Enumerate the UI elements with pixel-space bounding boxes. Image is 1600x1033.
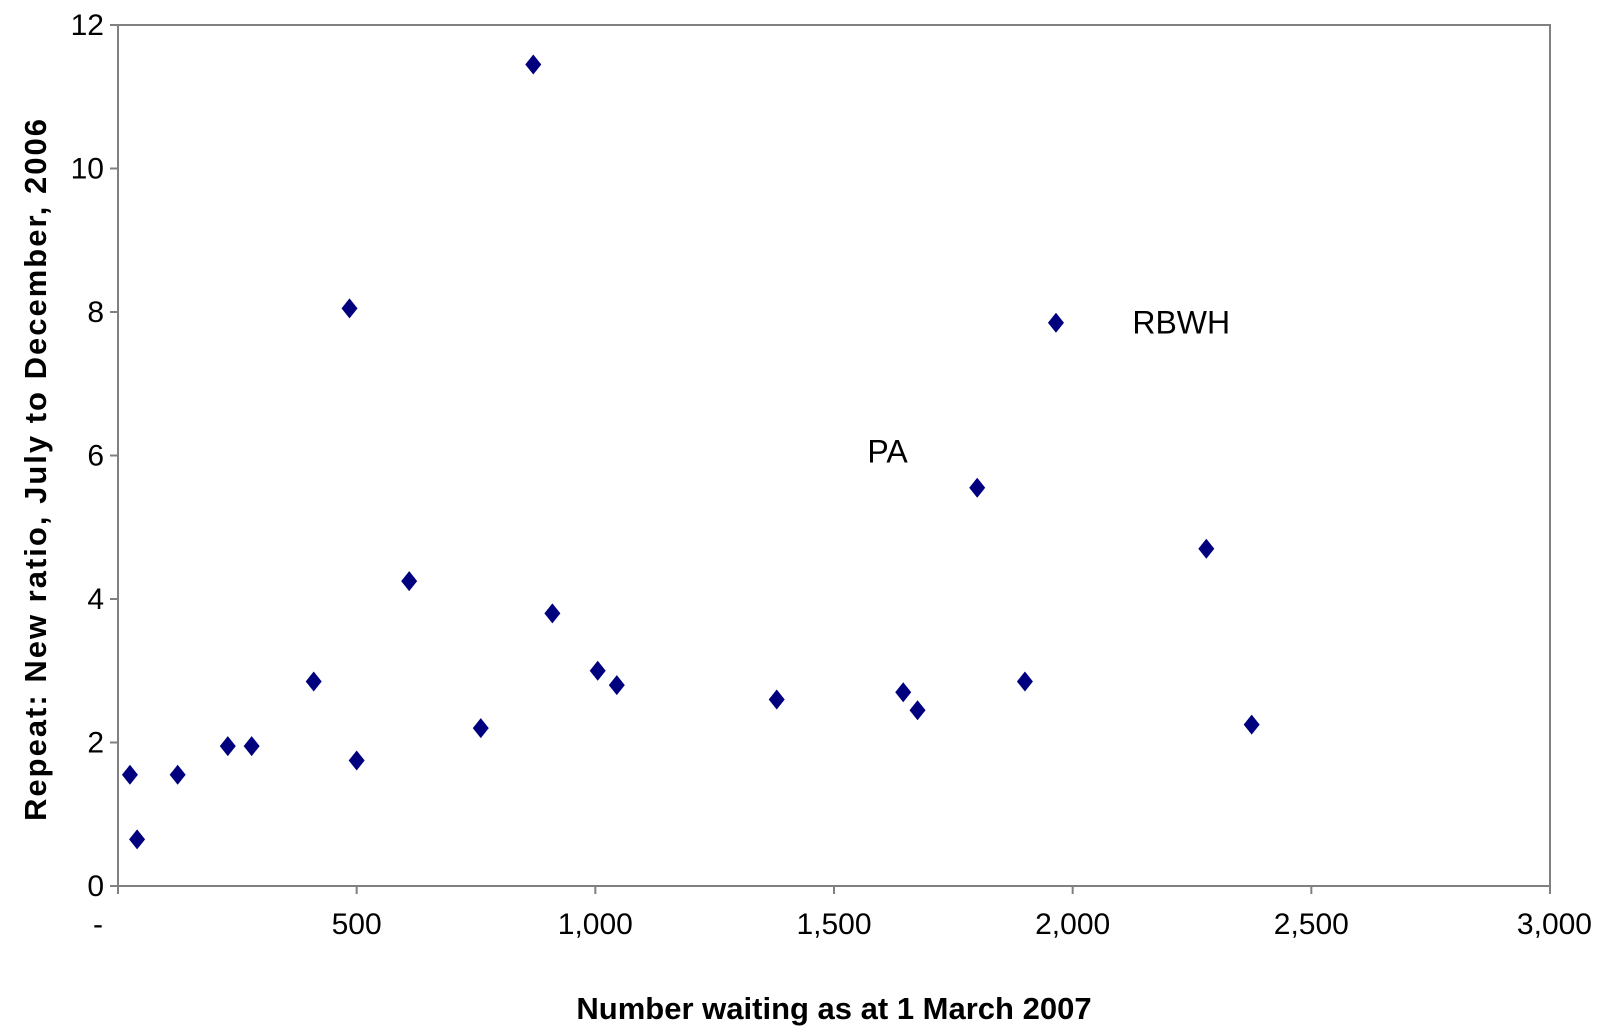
y-tick-label: 0 <box>87 870 104 903</box>
data-point <box>472 718 489 739</box>
x-tick-label: - <box>93 908 103 941</box>
data-point <box>589 660 606 681</box>
data-point <box>525 54 542 75</box>
annotations: RBWH PA <box>867 305 1230 470</box>
y-axis-title: Repeat: New ratio, July to December, 200… <box>18 117 53 821</box>
x-axis: - 500 1,000 1,500 2,000 2,500 3,000 <box>93 886 1592 941</box>
data-point <box>169 764 186 785</box>
data-point <box>1243 714 1260 735</box>
data-point <box>608 675 625 696</box>
x-axis-title: Number waiting as at 1 March 2007 <box>576 991 1091 1026</box>
y-axis: 0 2 4 6 8 10 12 <box>71 9 118 903</box>
data-point <box>348 750 365 771</box>
x-tick-label: 3,000 <box>1517 908 1592 941</box>
data-point <box>768 689 785 710</box>
data-point <box>341 298 358 319</box>
data-point <box>243 736 260 757</box>
data-point <box>129 829 146 850</box>
data-point <box>895 682 912 703</box>
data-point <box>969 477 986 498</box>
plot-area <box>117 24 1551 887</box>
data-point <box>401 571 418 592</box>
data-point <box>1016 671 1033 692</box>
x-tick-label: 1,500 <box>796 908 871 941</box>
data-point <box>1198 538 1215 559</box>
y-tick-label: 2 <box>87 727 104 760</box>
y-tick-label: 4 <box>87 583 104 616</box>
y-tick-label: 8 <box>87 296 104 329</box>
x-tick-label: 2,000 <box>1035 908 1110 941</box>
data-point <box>1047 312 1064 333</box>
data-point <box>219 736 236 757</box>
x-tick-label: 2,500 <box>1274 908 1349 941</box>
data-points <box>121 54 1260 850</box>
data-point <box>544 603 561 624</box>
y-tick-label: 6 <box>87 440 104 473</box>
data-point <box>305 671 322 692</box>
y-tick-label: 12 <box>71 9 104 42</box>
data-point <box>909 700 926 721</box>
data-point <box>121 764 138 785</box>
y-tick-label: 10 <box>71 153 104 186</box>
x-tick-label: 1,000 <box>558 908 633 941</box>
point-annotation: RBWH <box>1132 305 1230 341</box>
point-annotation: PA <box>867 434 908 470</box>
x-tick-label: 500 <box>332 908 382 941</box>
